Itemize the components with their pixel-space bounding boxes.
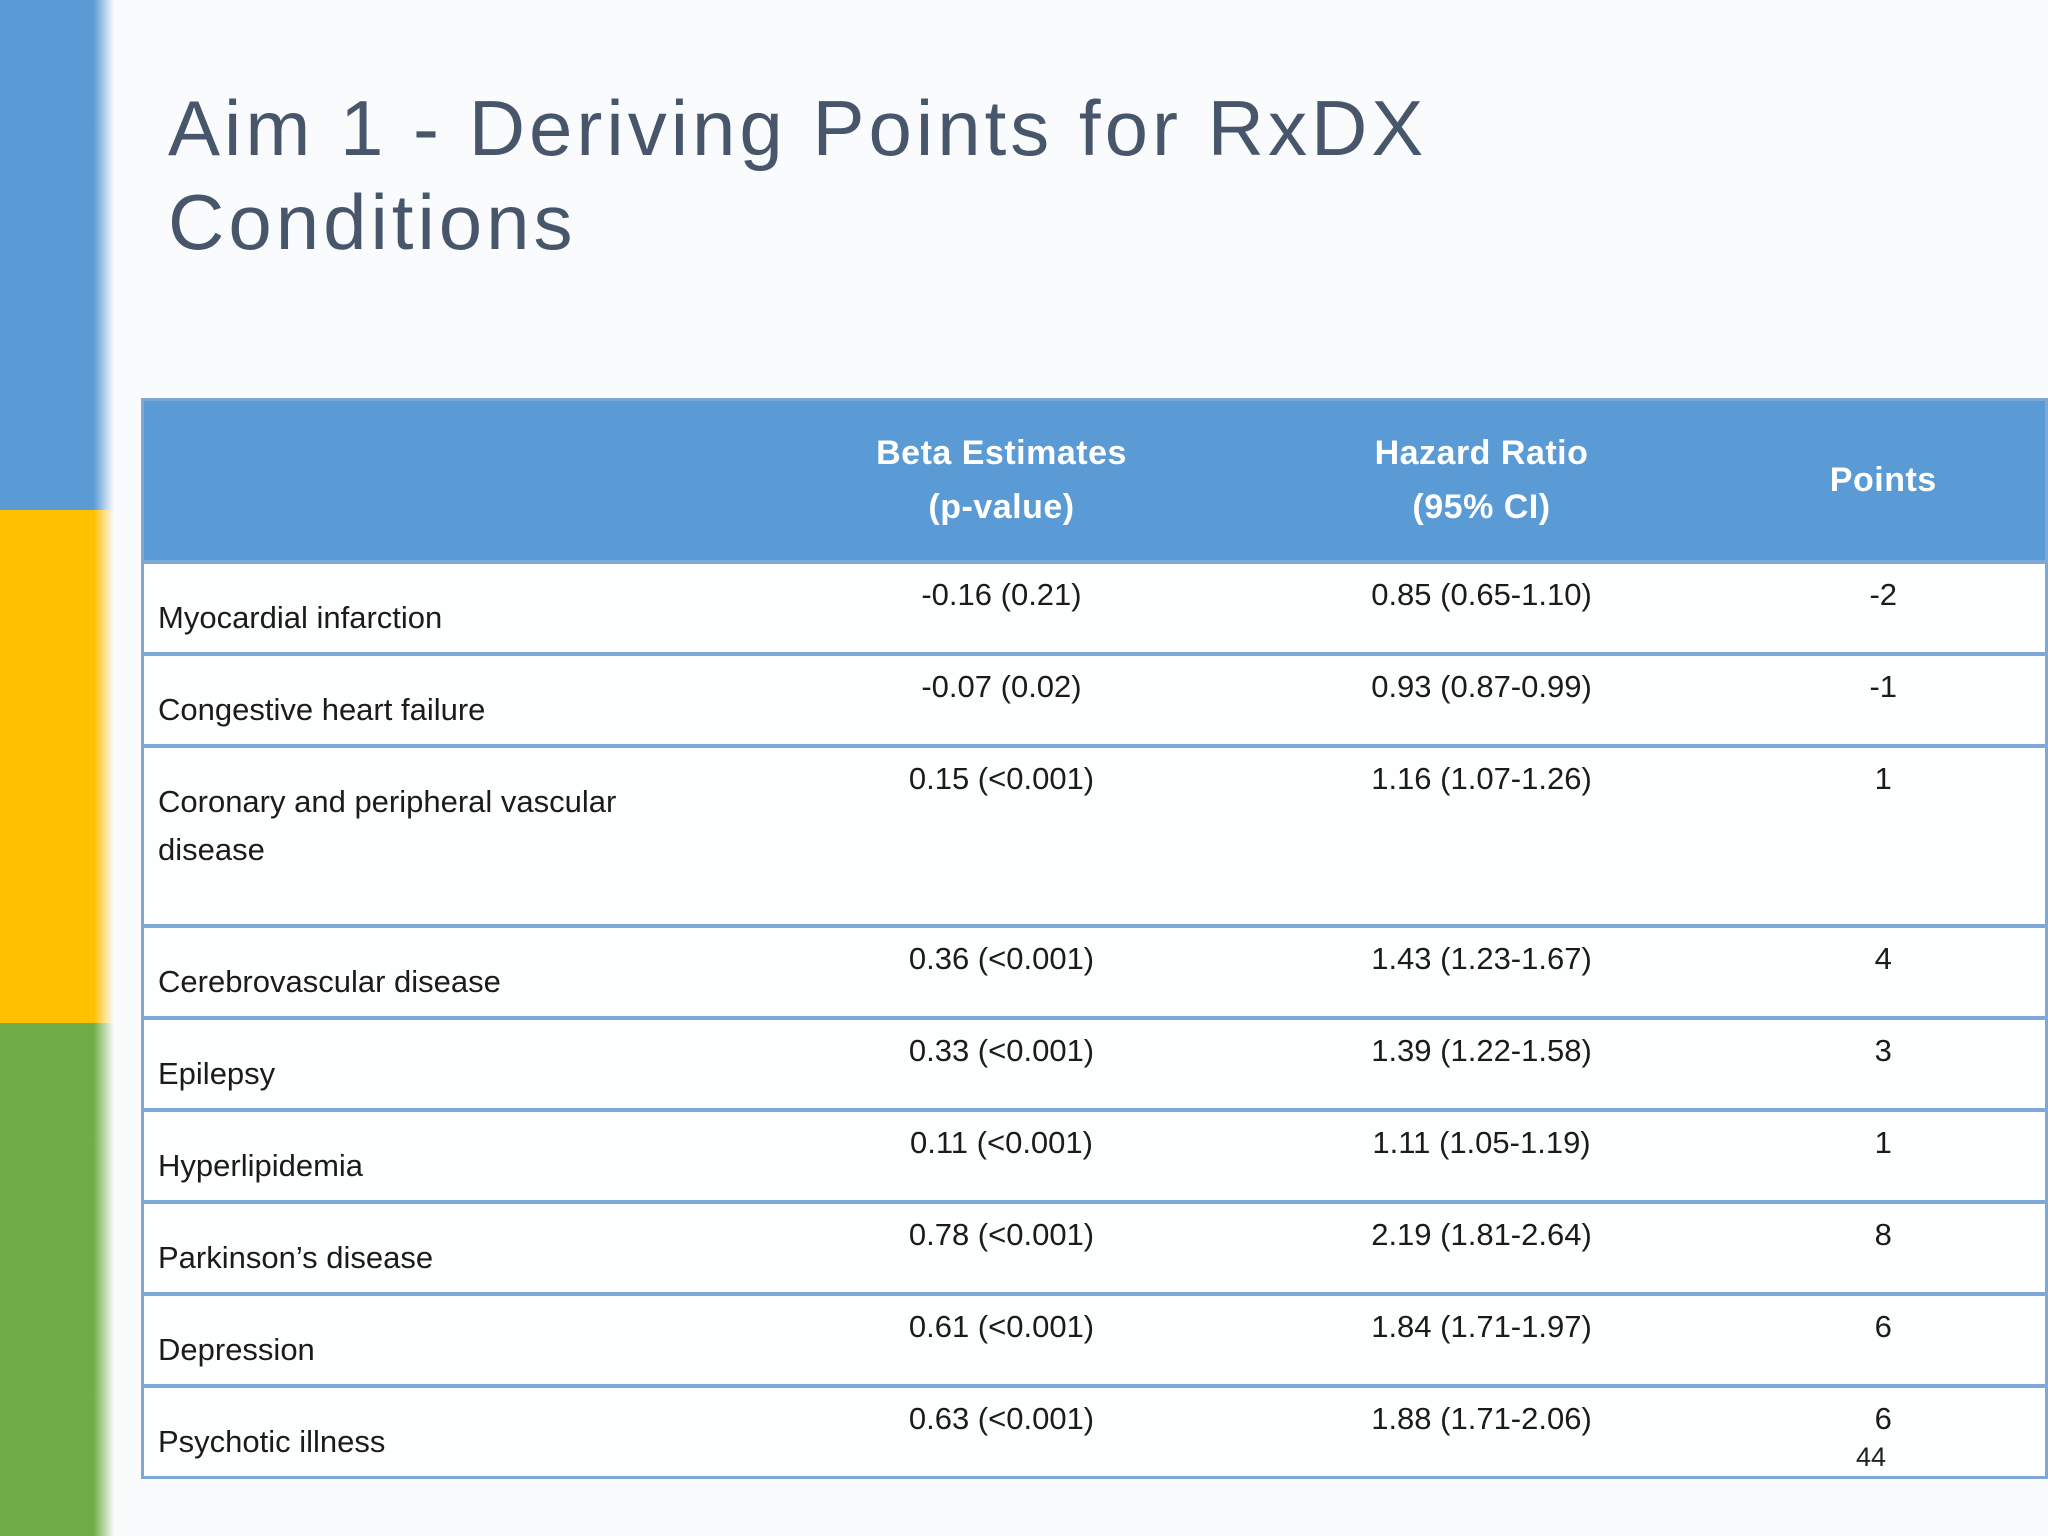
hazard-cell: 1.16 (1.07-1.26): [1241, 743, 1722, 926]
beta-cell: 0.15 (<0.001): [761, 743, 1242, 926]
table-body: Myocardial infarction -0.16 (0.21) 0.85 …: [142, 559, 2047, 1478]
hazard-cell: 0.93 (0.87-0.99): [1241, 651, 1722, 746]
hazard-cell: 0.85 (0.65-1.10): [1241, 559, 1722, 654]
header-beta-line1: Beta Estimates: [876, 433, 1127, 472]
points-cell: 3: [1721, 1015, 2047, 1110]
points-cell: -2: [1721, 559, 2047, 654]
header-hazard-line2: (95% CI): [1412, 488, 1551, 527]
table-row: Myocardial infarction -0.16 (0.21) 0.85 …: [142, 559, 2047, 654]
table-row: Congestive heart failure -0.07 (0.02) 0.…: [142, 651, 2047, 746]
condition-cell: Myocardial infarction: [142, 559, 762, 654]
table-header: Beta Estimates (p-value) Hazard Ratio (9…: [142, 399, 2047, 562]
condition-cell: Cerebrovascular disease: [142, 923, 762, 1018]
points-cell: -1: [1721, 651, 2047, 746]
condition-cell: Hyperlipidemia: [142, 1107, 762, 1202]
hazard-cell: 1.11 (1.05-1.19): [1241, 1107, 1722, 1202]
points-cell: 1: [1721, 1107, 2047, 1202]
points-cell: 6: [1721, 1383, 2047, 1478]
points-cell: 4: [1721, 923, 2047, 1018]
accent-block-blue: [0, 0, 114, 510]
condition-cell: Epilepsy: [142, 1015, 762, 1110]
points-cell: 6: [1721, 1291, 2047, 1386]
points-cell: 8: [1721, 1199, 2047, 1294]
beta-cell: -0.07 (0.02): [761, 651, 1242, 746]
hazard-cell: 1.43 (1.23-1.67): [1241, 923, 1722, 1018]
beta-cell: 0.61 (<0.001): [761, 1291, 1242, 1386]
beta-cell: 0.33 (<0.001): [761, 1015, 1242, 1110]
condition-cell: Depression: [142, 1291, 762, 1386]
beta-cell: -0.16 (0.21): [761, 559, 1242, 654]
accent-block-green: [0, 1023, 114, 1536]
header-condition-cell: [142, 399, 762, 562]
hazard-cell: 1.84 (1.71-1.97): [1241, 1291, 1722, 1386]
header-beta-cell: Beta Estimates (p-value): [761, 399, 1242, 562]
beta-cell: 0.78 (<0.001): [761, 1199, 1242, 1294]
hazard-cell: 2.19 (1.81-2.64): [1241, 1199, 1722, 1294]
beta-cell: 0.11 (<0.001): [761, 1107, 1242, 1202]
condition-cell: Coronary and peripheral vascular disease: [142, 743, 762, 926]
hazard-cell: 1.39 (1.22-1.58): [1241, 1015, 1722, 1110]
slide-title: Aim 1 - Deriving Points for RxDX Conditi…: [168, 84, 1428, 266]
header-beta-line2: (p-value): [928, 488, 1075, 527]
table-row: Cerebrovascular disease 0.36 (<0.001) 1.…: [142, 923, 2047, 1018]
beta-cell: 0.36 (<0.001): [761, 923, 1242, 1018]
table-row: Psychotic illness 0.63 (<0.001) 1.88 (1.…: [142, 1383, 2047, 1478]
beta-cell: 0.63 (<0.001): [761, 1383, 1242, 1478]
condition-cell: Congestive heart failure: [142, 651, 762, 746]
condition-cell: Psychotic illness: [142, 1383, 762, 1478]
table-row: Depression 0.61 (<0.001) 1.84 (1.71-1.97…: [142, 1291, 2047, 1386]
table-row: Parkinson’s disease 0.78 (<0.001) 2.19 (…: [142, 1199, 2047, 1294]
condition-cell: Parkinson’s disease: [142, 1199, 762, 1294]
hazard-cell: 1.88 (1.71-2.06): [1241, 1383, 1722, 1478]
header-points-cell: Points: [1721, 399, 2047, 562]
accent-block-yellow: [0, 510, 114, 1023]
table-row: Hyperlipidemia 0.11 (<0.001) 1.11 (1.05-…: [142, 1107, 2047, 1202]
page-number: 44: [1856, 1442, 1887, 1472]
header-hazard-cell: Hazard Ratio (95% CI): [1241, 399, 1722, 562]
left-accent-bar: [0, 0, 114, 1536]
table-row: Epilepsy 0.33 (<0.001) 1.39 (1.22-1.58) …: [142, 1015, 2047, 1110]
table-header-row: Beta Estimates (p-value) Hazard Ratio (9…: [142, 399, 2047, 562]
conditions-table: Beta Estimates (p-value) Hazard Ratio (9…: [141, 398, 2048, 1479]
header-hazard-line1: Hazard Ratio: [1374, 433, 1589, 472]
table-row: Coronary and peripheral vascular disease…: [142, 743, 2047, 926]
points-cell: 1: [1721, 743, 2047, 926]
